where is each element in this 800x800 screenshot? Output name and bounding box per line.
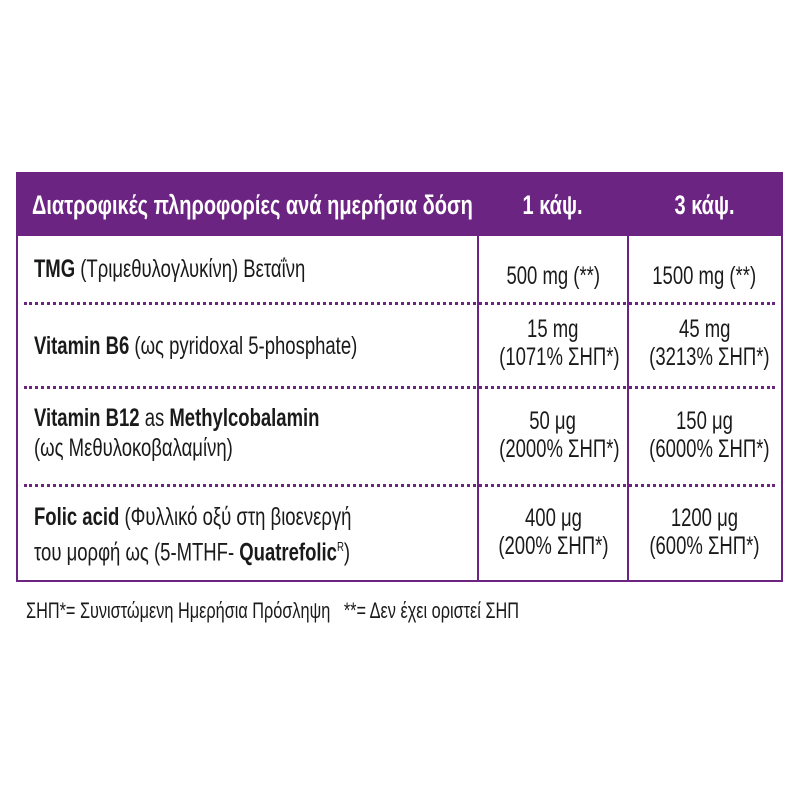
nutrition-table: Διατροφικές πληροφορίες ανά ημερήσια δόσ… [16, 172, 783, 582]
value-1-capsule: 500 mg (**) [506, 262, 600, 290]
nutrient-name: TMG (Τριμεθυλογλυκίνη) Βεταΐνη [34, 255, 306, 283]
row-divider [24, 484, 775, 487]
value-1-capsule: 400 μg (200% ΣΗΠ*) [497, 504, 609, 560]
value-1-capsule: 15 mg (1071% ΣΗΠ*) [499, 315, 620, 371]
header-col1: 1 κάψ. [522, 190, 584, 220]
row-divider [24, 386, 775, 389]
table-row: Vitamin B12 as Methylcobalamin (ως Μεθυλ… [18, 387, 781, 487]
value-3-capsules: 1200 μg (600% ΣΗΠ*) [649, 504, 760, 560]
row-divider [24, 302, 775, 305]
table-row: Vitamin B6 (ως pyridoxal 5-phosphate) 15… [18, 305, 781, 389]
value-3-capsules: 150 μg (6000% ΣΗΠ*) [649, 407, 770, 463]
nutrient-name: Vitamin B12 as Methylcobalamin (ως Μεθυλ… [34, 404, 320, 462]
table-row: Folic acid (Φυλλικό οξύ στη βιοενεργή το… [18, 486, 781, 580]
table-row: TMG (Τριμεθυλογλυκίνη) Βεταΐνη 500 mg (*… [18, 236, 781, 305]
value-3-capsules: 45 mg (3213% ΣΗΠ*) [649, 315, 770, 371]
value-3-capsules: 1500 mg (**) [652, 262, 757, 290]
column-divider [477, 236, 479, 580]
value-1-capsule: 50 μg (2000% ΣΗΠ*) [499, 407, 620, 463]
header-col2: 3 κάψ. [674, 190, 735, 220]
footnote: ΣΗΠ*= Συνιστώμενη Ημερήσια Πρόσληψη **= … [26, 598, 520, 623]
nutrient-name: Folic acid (Φυλλικό οξύ στη βιοενεργή το… [34, 503, 352, 567]
header-title: Διατροφικές πληροφορίες ανά ημερήσια δόσ… [32, 190, 473, 220]
column-divider [627, 236, 629, 580]
nutrient-name: Vitamin B6 (ως pyridoxal 5-phosphate) [34, 332, 358, 360]
table-header: Διατροφικές πληροφορίες ανά ημερήσια δόσ… [18, 174, 781, 236]
